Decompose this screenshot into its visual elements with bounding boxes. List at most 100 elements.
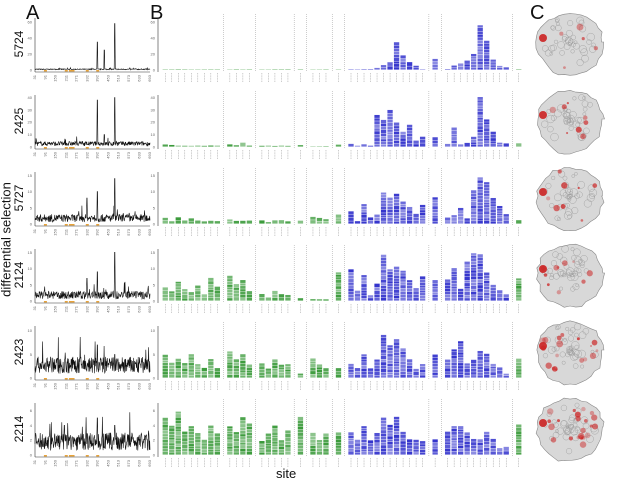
y-tick-label: 10 bbox=[151, 266, 156, 271]
logo-letter bbox=[278, 440, 285, 443]
logo-letter bbox=[387, 269, 393, 272]
logo-letter bbox=[393, 266, 400, 270]
logo-letter bbox=[175, 426, 181, 429]
logo-letter bbox=[348, 279, 354, 283]
logo-letter bbox=[182, 444, 188, 449]
logo-letter bbox=[484, 143, 490, 147]
logo-letter bbox=[400, 55, 406, 59]
logo-letter bbox=[175, 438, 181, 441]
logo-letter bbox=[278, 367, 285, 370]
y-tick-label: 10 bbox=[151, 328, 156, 333]
logo-letter bbox=[484, 141, 490, 144]
logo-letter bbox=[169, 428, 175, 432]
logo-letter bbox=[451, 426, 457, 429]
logo-letter bbox=[374, 443, 380, 446]
logo-letter bbox=[400, 201, 406, 204]
logo-letter bbox=[497, 67, 503, 70]
logo-letter bbox=[278, 294, 285, 298]
highlight-site-mark bbox=[96, 224, 100, 226]
logo-letter bbox=[458, 344, 464, 347]
logo-letter bbox=[471, 451, 477, 455]
logo-letter bbox=[451, 358, 457, 363]
selected-site-spot bbox=[560, 333, 565, 337]
logo-letter bbox=[272, 374, 278, 378]
logo-letter bbox=[361, 275, 367, 278]
logo-letter bbox=[227, 219, 233, 222]
logo-letter bbox=[335, 283, 342, 286]
y-tick-label: 5 bbox=[30, 282, 33, 287]
logo-letter bbox=[432, 446, 438, 449]
logo-letter bbox=[458, 363, 464, 366]
logo-letter bbox=[400, 441, 406, 444]
logo-letter bbox=[169, 445, 175, 449]
selected-site-spot bbox=[584, 418, 588, 423]
logo-letter bbox=[444, 374, 451, 378]
logo-letter bbox=[272, 432, 278, 436]
logo-letter bbox=[413, 65, 419, 68]
selected-site-spot bbox=[540, 345, 547, 351]
logo-letter bbox=[393, 375, 400, 378]
logo-letter bbox=[380, 417, 387, 421]
logo-letter bbox=[400, 144, 406, 147]
y-tick-label: 2 bbox=[153, 438, 156, 443]
logo-letter bbox=[464, 280, 470, 283]
logo-letter bbox=[387, 275, 393, 278]
logo-letter bbox=[175, 449, 181, 452]
logo-letter bbox=[227, 354, 233, 357]
logo-letter bbox=[400, 218, 406, 221]
logo-letter bbox=[182, 363, 188, 366]
logo-letter bbox=[419, 452, 426, 455]
logo-letter bbox=[471, 217, 477, 221]
x-tick-label: 573 bbox=[126, 382, 131, 389]
logo-letter bbox=[471, 53, 477, 57]
logo-letter bbox=[477, 279, 483, 283]
logo-letter bbox=[413, 298, 419, 301]
logo-letter bbox=[380, 430, 387, 434]
logo-letter bbox=[354, 439, 361, 443]
logo-letter bbox=[208, 365, 214, 369]
logo-letter bbox=[400, 273, 406, 276]
logo-letter bbox=[201, 294, 207, 298]
logo-letter bbox=[201, 443, 207, 446]
logo-letter bbox=[393, 42, 400, 45]
logo-letter bbox=[188, 292, 194, 295]
logo-letter bbox=[380, 263, 387, 267]
logo-letter bbox=[516, 298, 522, 301]
logo-letter bbox=[182, 371, 188, 375]
logo-letter bbox=[490, 206, 496, 209]
logo-letter bbox=[246, 451, 253, 455]
logo-letter bbox=[162, 297, 168, 301]
logo-letter bbox=[406, 298, 413, 301]
logo-letter bbox=[477, 442, 483, 446]
logo-letter bbox=[490, 284, 496, 288]
logo-letter bbox=[361, 439, 367, 443]
logo-letter bbox=[387, 436, 393, 439]
logo-letter bbox=[516, 442, 522, 446]
logo-letter bbox=[374, 141, 380, 145]
x-tick-label: 271 bbox=[74, 305, 79, 312]
selected-site-spot bbox=[592, 423, 599, 430]
logo-letter bbox=[419, 375, 426, 378]
logo-letter bbox=[265, 374, 272, 378]
logo-letter bbox=[393, 363, 400, 367]
logo-letter bbox=[169, 437, 175, 440]
logo-letter bbox=[348, 211, 354, 214]
logo-letter bbox=[484, 64, 490, 67]
row-label: 5727 bbox=[12, 184, 26, 211]
logo-letter bbox=[387, 221, 393, 224]
logo-letter bbox=[380, 126, 387, 130]
logo-letter bbox=[374, 451, 380, 455]
logo-letter bbox=[246, 432, 253, 436]
logo-letter bbox=[444, 217, 451, 221]
logo-letter bbox=[246, 435, 253, 439]
logo-letter bbox=[419, 285, 426, 288]
logo-letter bbox=[477, 115, 483, 118]
logo-letter bbox=[444, 372, 451, 375]
logo-letter bbox=[464, 67, 470, 70]
logo-letter bbox=[387, 451, 393, 455]
y-tick-label: 60 bbox=[151, 20, 156, 25]
logo-letter bbox=[432, 442, 438, 446]
logo-letter bbox=[380, 133, 387, 137]
x-tick-label: 633 bbox=[137, 228, 142, 235]
logo-letter bbox=[497, 65, 503, 68]
